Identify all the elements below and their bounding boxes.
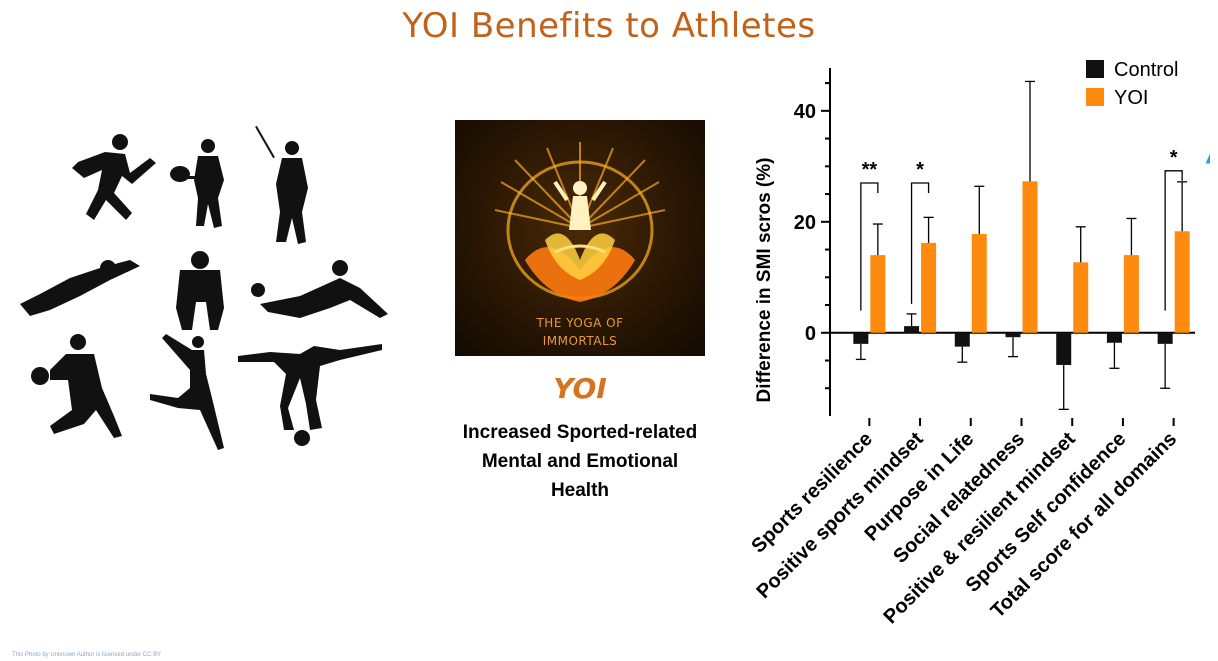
description-line2: Mental and Emotional	[481, 451, 679, 472]
y-tick-label: 20	[794, 212, 816, 234]
yoi-label: YOI	[553, 372, 607, 405]
lotus-sun-emblem	[494, 142, 666, 302]
y-tick-label: 40	[794, 101, 816, 123]
y-tick-label: 0	[805, 323, 816, 345]
control-bar	[954, 332, 970, 347]
significance-label: *	[916, 159, 924, 181]
dancer-icon	[150, 334, 224, 450]
yoi-bar	[1123, 255, 1139, 333]
page-title: YOI Benefits to Athletes	[402, 6, 816, 46]
sprinter-start-icon	[176, 251, 224, 330]
y-axis-label: Difference in SMI scros (%)	[754, 158, 775, 403]
significance-bracket	[910, 182, 930, 304]
tennis-player-icon	[170, 139, 224, 228]
description-line1: Increased Sported-related	[462, 422, 698, 443]
athlete-silhouettes	[20, 125, 388, 450]
control-bar	[1106, 332, 1122, 343]
control-bar	[904, 326, 920, 333]
increase-arrowhead	[1205, 153, 1210, 164]
logo-text-line1: THE YOGA OF	[536, 316, 624, 330]
photo-credit: This Photo by Unknown Author is licensed…	[12, 652, 162, 658]
significance-label: *	[1170, 147, 1178, 169]
control-bar	[1005, 332, 1021, 338]
yoi-description: Increased Sported-related Mental and Emo…	[420, 418, 740, 505]
yoi-bar	[921, 242, 937, 333]
legend-swatch	[1086, 60, 1104, 78]
significance-label: **	[862, 159, 878, 181]
basketball-player-icon	[31, 334, 122, 438]
legend-label: Control	[1114, 59, 1178, 81]
control-bar	[853, 332, 869, 344]
golfer-icon	[255, 125, 308, 244]
control-bar	[1157, 332, 1173, 344]
logo-text-line2: IMMORTALS	[542, 334, 618, 348]
runner-icon	[72, 134, 156, 220]
x-tick-label: Total score for all domains	[987, 428, 1181, 622]
description-line3: Health	[550, 480, 610, 501]
yoi-bar	[1073, 262, 1089, 333]
diving-goalkeeper-icon	[20, 260, 140, 316]
significance-bracket	[860, 182, 879, 311]
significance-bracket	[1164, 170, 1183, 311]
yoi-bar	[971, 234, 987, 333]
legend-swatch	[1086, 88, 1104, 106]
yoi-bar	[870, 255, 886, 333]
legend-label: YOI	[1114, 87, 1148, 109]
yoi-logo: THE YOGA OF IMMORTALS	[455, 120, 705, 356]
control-bar	[1056, 332, 1072, 365]
yoi-bar	[1174, 231, 1190, 333]
volleyball-player-icon	[251, 260, 388, 318]
yoi-bar	[1022, 181, 1038, 333]
handstand-icon	[238, 344, 382, 446]
